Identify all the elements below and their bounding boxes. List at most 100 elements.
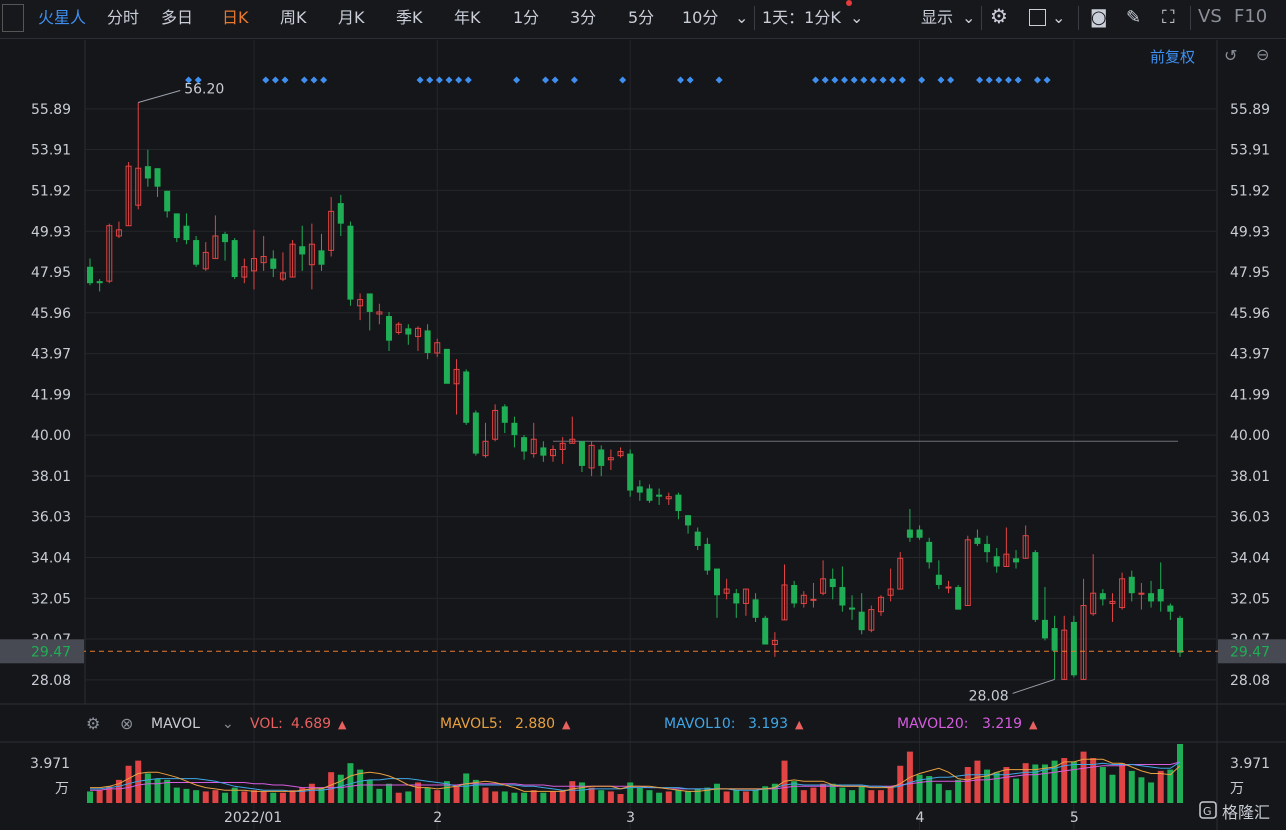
volume-bar <box>665 791 672 803</box>
candle-body-up <box>1022 535 1029 559</box>
candle-body-down <box>829 578 836 588</box>
tab-duori[interactable]: 多日 <box>161 8 194 27</box>
volume-bar <box>685 791 692 803</box>
candle-body-up <box>1080 605 1087 680</box>
mavol10-label: MAVOL10: <box>664 716 735 732</box>
candle-body-up <box>1003 553 1010 568</box>
volume-bar <box>550 791 557 803</box>
current-price-label-left: 29.47 <box>31 644 71 660</box>
undo-icon[interactable]: ↺ <box>1224 46 1238 65</box>
volume-bar <box>877 790 884 803</box>
price-tick-right: 51.92 <box>1230 183 1270 199</box>
indicator-close-icon[interactable]: ⊗ <box>120 714 133 733</box>
collapse-icon[interactable]: ⊖ <box>1256 45 1270 64</box>
volume-bar <box>1177 744 1183 803</box>
candle-body-up <box>135 167 142 206</box>
volume-bar <box>366 779 373 803</box>
price-tick-right: 32.05 <box>1230 591 1270 607</box>
candle-body-down <box>984 543 991 553</box>
fullscreen-icon[interactable]: ⛶ <box>1162 7 1175 28</box>
sidebar-toggle-icon[interactable] <box>2 4 24 32</box>
candle-body-up <box>588 444 595 469</box>
square-chevron-icon[interactable]: ⌄ <box>1052 8 1066 27</box>
watermark-logo-icon <box>1199 801 1217 819</box>
tab-1min[interactable]: 1分 <box>513 8 540 27</box>
candle-body-down <box>1032 552 1039 620</box>
volume-axis-top-left: 3.971 <box>30 756 70 772</box>
gear-icon[interactable]: ⚙ <box>990 4 1008 28</box>
volume-bar <box>154 778 161 803</box>
buy-marker-diamond <box>976 76 984 84</box>
volume-bar <box>704 787 711 803</box>
camera-icon[interactable]: ◙ <box>1090 7 1108 28</box>
buy-marker-diamond <box>1033 76 1041 84</box>
candle-body-up <box>241 266 248 278</box>
mavol20-label: MAVOL20: <box>897 716 968 732</box>
price-axis-right: 55.89 53.91 51.92 49.93 47.95 45.96 43.97 41.99… <box>1230 102 1270 689</box>
price-tick-left: 47.95 <box>31 265 71 281</box>
tab-yuek[interactable]: 月K <box>338 8 365 27</box>
tab-zhouk[interactable]: 周K <box>280 8 307 27</box>
candle-body-down <box>347 225 354 300</box>
stock-name[interactable]: 火星人 <box>38 8 87 27</box>
adjust-mode-label[interactable]: 前复权 <box>1150 48 1196 66</box>
indicator-settings-gear-icon[interactable]: ⚙ <box>86 714 100 733</box>
volume-bar <box>646 790 653 803</box>
indicator-name[interactable]: MAVOL <box>151 716 200 732</box>
max-price-label: 56.20 <box>184 82 224 98</box>
period-select[interactable]: 1天：1分K <box>762 8 841 27</box>
tab-rik[interactable]: 日K <box>222 8 249 27</box>
candle-body-down <box>627 453 634 491</box>
date-tick-label: 2022/01 <box>224 810 282 826</box>
candle-body-down <box>1013 558 1020 563</box>
tab-5min[interactable]: 5分 <box>628 8 655 27</box>
volume-bar <box>289 790 296 803</box>
candle-body-up <box>800 594 807 604</box>
display-menu[interactable]: 显示 <box>921 8 954 27</box>
volume-bar <box>1167 769 1174 803</box>
candle-body-down <box>858 611 865 631</box>
tab-jik[interactable]: 季K <box>396 8 423 27</box>
volume-bar <box>656 792 663 803</box>
candle-body-down <box>472 412 479 454</box>
volume-bar <box>308 783 315 803</box>
buy-marker-diamond <box>821 76 829 84</box>
candle-body-up <box>212 235 219 260</box>
candle-body-up <box>771 639 778 646</box>
volume-bar <box>482 787 489 803</box>
period-chevron-icon[interactable]: ⌄ <box>850 8 864 27</box>
indicator-chevron-icon[interactable]: ⌄ <box>222 716 234 732</box>
date-axis: 2022/01 2 3 4 5 <box>224 810 1079 826</box>
mavol10-line <box>90 761 1181 792</box>
volume-axis-unit-left: 万 <box>55 781 69 797</box>
buy-marker-diamond <box>715 76 723 84</box>
candle-body-down <box>540 447 547 456</box>
volume-bar <box>1157 770 1164 803</box>
volume-bar <box>829 783 836 803</box>
buy-markers <box>185 76 1051 84</box>
volume-bar <box>318 787 325 803</box>
volume-bar <box>472 779 479 803</box>
volume-bar <box>1090 758 1097 803</box>
volume-axis-unit-right: 万 <box>1230 781 1244 797</box>
volume-bar <box>1099 767 1106 803</box>
buy-marker-diamond <box>812 76 820 84</box>
square-icon[interactable] <box>1029 9 1046 26</box>
pencil-icon[interactable]: ✎ <box>1126 7 1142 28</box>
display-chevron-icon[interactable]: ⌄ <box>962 8 976 27</box>
tab-niank[interactable]: 年K <box>454 8 481 27</box>
candle-body-up <box>414 327 421 338</box>
f10-button[interactable]: F10 <box>1234 6 1268 27</box>
tab-fenshi[interactable]: 分时 <box>107 8 140 27</box>
price-tick-right: 36.03 <box>1230 510 1270 526</box>
candle-body-down <box>733 593 740 604</box>
tab-10min[interactable]: 10分 <box>682 8 719 27</box>
vs-button[interactable]: VS <box>1198 6 1222 27</box>
tab-3min[interactable]: 3分 <box>570 8 597 27</box>
notification-dot-icon <box>846 0 852 6</box>
candle-body-up <box>376 311 383 315</box>
candle-body-up <box>453 368 460 385</box>
more-tabs-chevron-icon[interactable]: ⌄ <box>735 8 749 27</box>
mavol10-up-arrow-icon: ▲ <box>795 718 804 731</box>
